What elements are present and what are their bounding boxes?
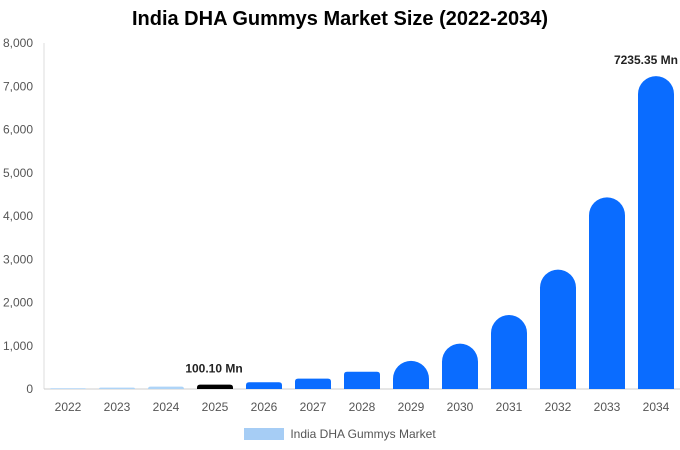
x-tick-label: 2027 bbox=[300, 400, 327, 414]
data-label-2034: 7235.35 Mn bbox=[614, 53, 678, 67]
bar-2031 bbox=[491, 315, 527, 389]
x-tick-label: 2025 bbox=[202, 400, 229, 414]
x-tick-label: 2033 bbox=[594, 400, 621, 414]
bar-2034 bbox=[638, 76, 674, 390]
y-tick-label: 4,000 bbox=[3, 209, 33, 223]
y-tick-label: 0 bbox=[26, 382, 33, 396]
chart-bars bbox=[50, 76, 674, 390]
bar-2023 bbox=[99, 387, 135, 389]
x-tick-label: 2024 bbox=[153, 400, 180, 414]
x-tick-label: 2034 bbox=[643, 400, 670, 414]
bar-2029 bbox=[393, 360, 429, 389]
x-tick-label: 2032 bbox=[545, 400, 572, 414]
y-tick-label: 5,000 bbox=[3, 166, 33, 180]
y-tick-label: 1,000 bbox=[3, 339, 33, 353]
bar-2033 bbox=[589, 197, 625, 389]
chart-title: India DHA Gummys Market Size (2022-2034) bbox=[131, 8, 549, 30]
y-tick-label: 8,000 bbox=[3, 36, 33, 50]
x-tick-label: 2028 bbox=[349, 400, 376, 414]
bar-2030 bbox=[442, 343, 478, 389]
x-tick-label: 2023 bbox=[104, 400, 131, 414]
y-tick-label: 2,000 bbox=[3, 296, 33, 310]
bar-2022 bbox=[50, 388, 86, 389]
y-tick-label: 3,000 bbox=[3, 252, 33, 266]
legend-swatch bbox=[244, 427, 285, 440]
bar-2026 bbox=[246, 382, 282, 389]
bar-2025 bbox=[197, 384, 233, 389]
bar-2024 bbox=[148, 386, 184, 389]
bar-2027 bbox=[295, 378, 331, 389]
x-tick-label: 2026 bbox=[251, 400, 278, 414]
legend-label: India DHA Gummys Market bbox=[290, 426, 436, 441]
bar-2032 bbox=[540, 269, 576, 389]
bar-2028 bbox=[344, 371, 380, 389]
x-tick-label: 2030 bbox=[447, 400, 474, 414]
y-tick-label: 7,000 bbox=[3, 79, 33, 93]
legend: India DHA Gummys Market bbox=[0, 426, 680, 441]
x-tick-label: 2029 bbox=[398, 400, 425, 414]
y-tick-label: 6,000 bbox=[3, 123, 33, 137]
chart-axes: 0 1,000 2,000 3,000 4,000 5,000 6,000 7,000 8,00… bbox=[3, 36, 680, 396]
x-tick-label: 2022 bbox=[55, 400, 82, 414]
x-tick-label: 2031 bbox=[496, 400, 523, 414]
data-label-2025: 100.10 Mn bbox=[185, 362, 242, 376]
chart-labels: 2022 2023 2024 2025 2026 2027 2028 2029 2030 2031… bbox=[55, 53, 678, 414]
